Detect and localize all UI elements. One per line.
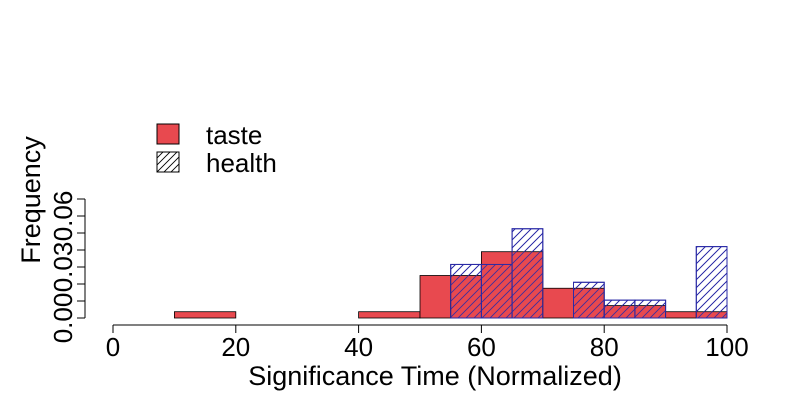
legend-swatch-health bbox=[156, 151, 180, 173]
taste-bar bbox=[173, 311, 237, 319]
health-bar-overlay bbox=[573, 281, 605, 319]
y-axis: 0.000.030.06 bbox=[48, 191, 86, 344]
x-axis-label: Significance Time (Normalized) bbox=[248, 361, 622, 391]
taste-bar bbox=[665, 311, 697, 319]
y-tick-label: 0.03 bbox=[48, 242, 78, 293]
health-bar-overlay bbox=[634, 299, 667, 319]
x-tick-label: 40 bbox=[344, 332, 373, 362]
x-tick-label: 20 bbox=[221, 332, 250, 362]
legend: taste health bbox=[156, 120, 277, 178]
health-overlap-outlines bbox=[450, 228, 728, 319]
taste-bar bbox=[358, 311, 421, 319]
health-bar-overlay bbox=[450, 263, 482, 319]
x-axis: 0 20 40 60 80 100 bbox=[106, 324, 749, 362]
health-bar-overlay bbox=[603, 299, 636, 319]
y-tick-label: 0.06 bbox=[48, 191, 78, 242]
x-tick-label: 0 bbox=[106, 332, 120, 362]
legend-swatch-taste bbox=[156, 123, 180, 145]
legend-label-health: health bbox=[206, 148, 277, 178]
health-bar-overlay bbox=[480, 263, 513, 319]
x-tick-label: 60 bbox=[467, 332, 496, 362]
y-tick-label: 0.00 bbox=[48, 293, 78, 344]
legend-label-taste: taste bbox=[206, 120, 262, 150]
health-bar-overlay bbox=[695, 246, 728, 319]
taste-bar bbox=[419, 275, 452, 319]
x-tick-label: 100 bbox=[705, 332, 748, 362]
health-bar-overlay bbox=[511, 228, 544, 319]
x-tick-label: 80 bbox=[590, 332, 619, 362]
y-axis-label: Frequency bbox=[16, 136, 46, 264]
taste-bar bbox=[542, 287, 574, 319]
